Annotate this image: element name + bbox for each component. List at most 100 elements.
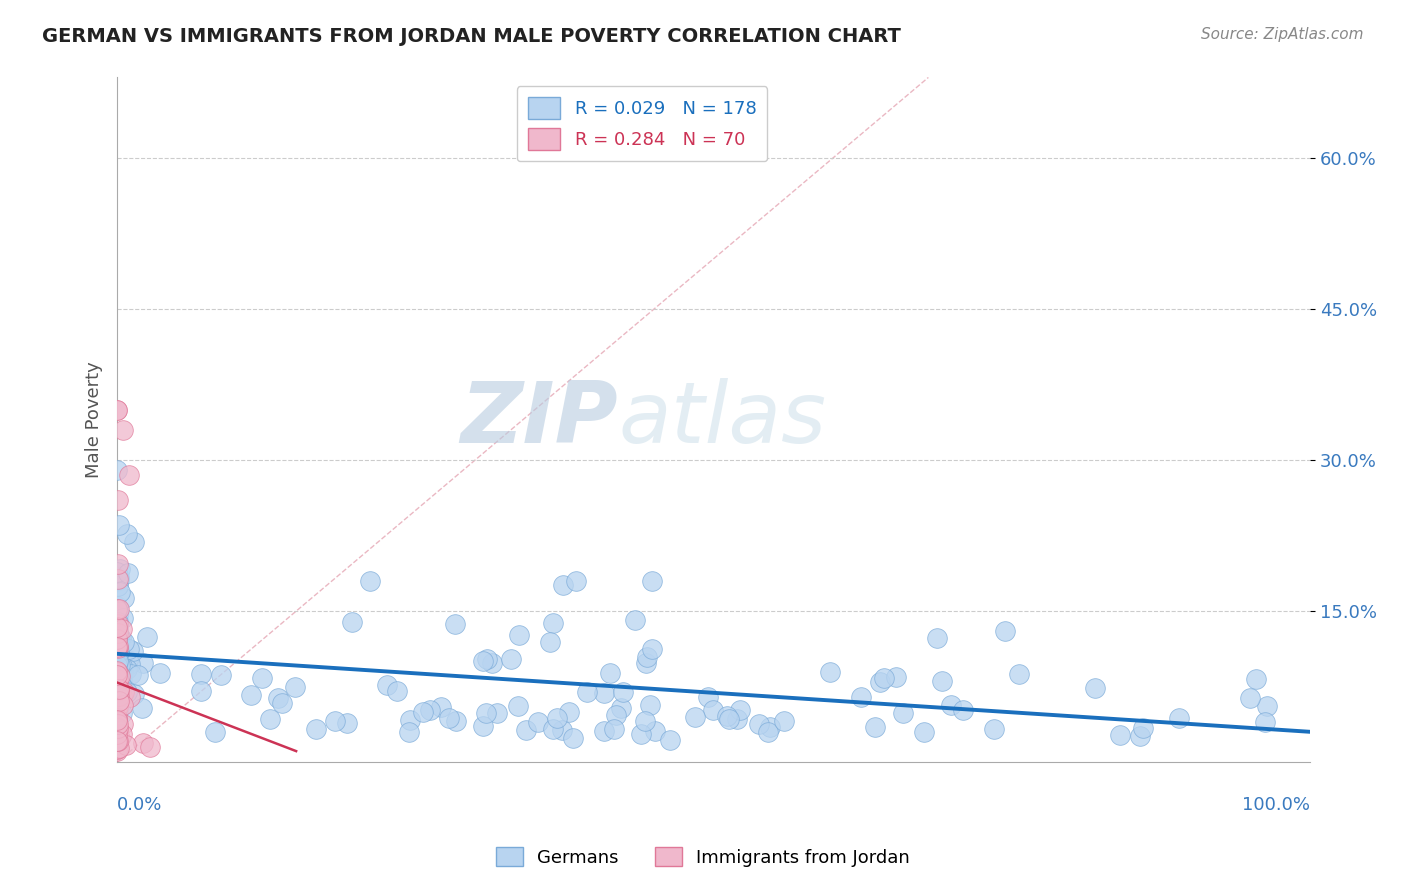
Point <box>132 736 155 750</box>
Point <box>927 632 949 646</box>
Point <box>756 724 779 739</box>
Point <box>323 714 346 728</box>
Point <box>107 629 129 643</box>
Point <box>267 690 290 705</box>
Point <box>105 667 128 681</box>
Point <box>1132 721 1154 735</box>
Point <box>139 740 162 755</box>
Point <box>939 698 962 713</box>
Point <box>105 682 128 697</box>
Point <box>111 727 134 741</box>
Point <box>131 700 153 714</box>
Point <box>725 712 748 726</box>
Point <box>105 738 128 752</box>
Point <box>105 740 128 755</box>
Point <box>107 683 129 698</box>
Point <box>190 683 212 698</box>
Point <box>105 640 128 655</box>
Point <box>107 626 129 640</box>
Point <box>108 585 131 599</box>
Point <box>107 722 129 736</box>
Point <box>564 574 586 588</box>
Point <box>108 644 131 658</box>
Point <box>526 714 548 729</box>
Point <box>110 677 132 691</box>
Point <box>501 651 523 665</box>
Point <box>107 493 129 508</box>
Point <box>1108 728 1130 742</box>
Point <box>107 654 129 668</box>
Point <box>105 722 128 736</box>
Point <box>107 607 129 622</box>
Point <box>107 727 129 741</box>
Point <box>105 700 128 714</box>
Point <box>107 691 129 706</box>
Point <box>551 577 574 591</box>
Point <box>105 601 128 615</box>
Point <box>107 683 129 698</box>
Point <box>111 689 134 703</box>
Point <box>122 687 145 701</box>
Point <box>472 655 495 669</box>
Point <box>336 716 359 731</box>
Point <box>546 711 568 725</box>
Point <box>105 733 128 747</box>
Point <box>851 690 873 704</box>
Point <box>107 641 129 656</box>
Point <box>259 712 281 726</box>
Point <box>110 668 132 682</box>
Legend: Germans, Immigrants from Jordan: Germans, Immigrants from Jordan <box>488 840 918 874</box>
Point <box>105 732 128 747</box>
Point <box>105 727 128 741</box>
Point <box>105 734 128 748</box>
Point <box>105 646 128 660</box>
Point <box>108 658 131 673</box>
Point <box>120 690 142 704</box>
Point <box>1008 667 1031 681</box>
Point <box>1239 691 1261 706</box>
Point <box>105 742 128 756</box>
Point <box>117 653 139 667</box>
Point <box>105 702 128 716</box>
Point <box>107 683 129 698</box>
Point <box>105 711 128 725</box>
Point <box>111 622 134 636</box>
Point <box>114 738 136 752</box>
Point <box>105 695 128 709</box>
Point <box>884 670 907 684</box>
Point <box>105 632 128 646</box>
Point <box>444 617 467 632</box>
Point <box>107 517 129 532</box>
Point <box>118 641 141 656</box>
Point <box>110 688 132 702</box>
Point <box>108 674 131 689</box>
Text: GERMAN VS IMMIGRANTS FROM JORDAN MALE POVERTY CORRELATION CHART: GERMAN VS IMMIGRANTS FROM JORDAN MALE PO… <box>42 27 901 45</box>
Point <box>603 723 626 737</box>
Point <box>108 731 131 745</box>
Point <box>117 566 139 581</box>
Point <box>728 703 751 717</box>
Point <box>108 649 131 664</box>
Point <box>1254 714 1277 729</box>
Point <box>105 603 128 617</box>
Point <box>576 684 599 698</box>
Point <box>108 740 131 755</box>
Point <box>107 615 129 630</box>
Point <box>204 725 226 739</box>
Point <box>630 727 652 741</box>
Point <box>105 689 128 703</box>
Point <box>112 635 135 649</box>
Point <box>111 659 134 673</box>
Point <box>105 686 128 700</box>
Point <box>105 463 128 477</box>
Point <box>541 723 564 737</box>
Point <box>105 571 128 585</box>
Point <box>340 615 363 629</box>
Point <box>111 698 134 712</box>
Point <box>107 602 129 616</box>
Point <box>107 622 129 636</box>
Point <box>118 468 141 483</box>
Point <box>472 719 495 733</box>
Point <box>475 652 498 666</box>
Point <box>110 562 132 576</box>
